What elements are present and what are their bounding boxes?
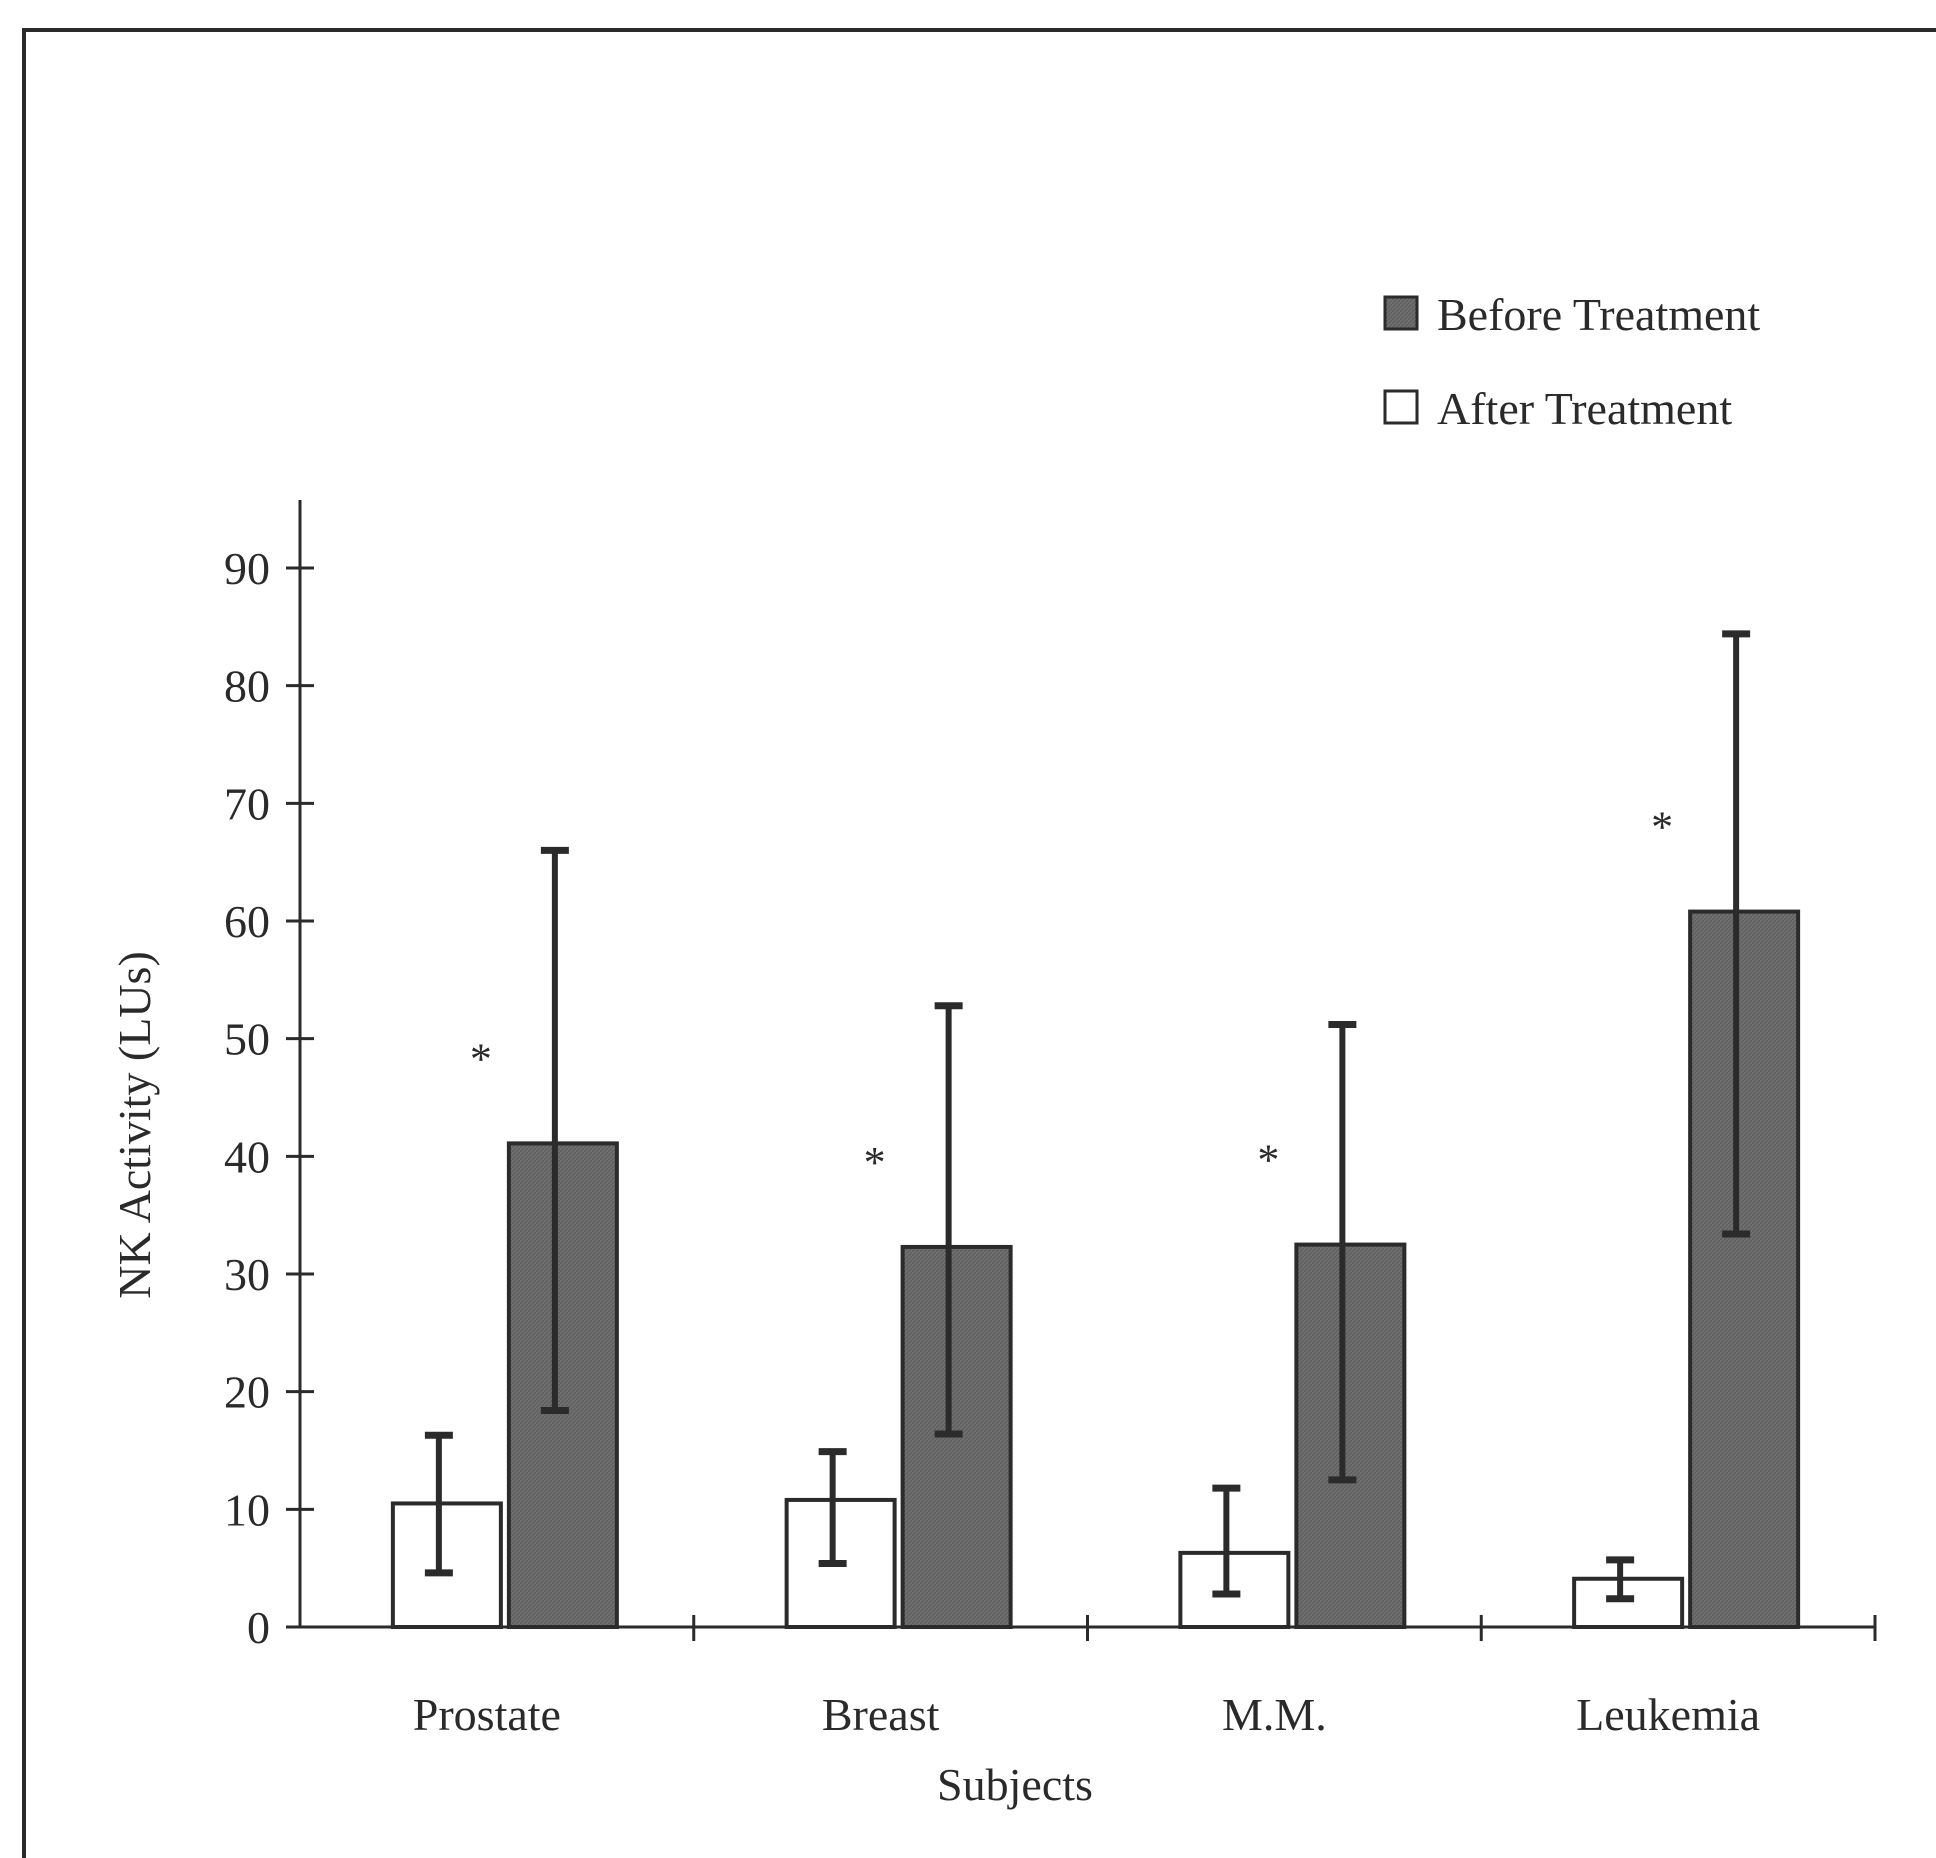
error-bars <box>424 630 1751 1603</box>
chart-frame <box>22 28 1936 1858</box>
legend-label-before: Before Treatment <box>1437 289 1760 340</box>
x-category-label: Breast <box>822 1689 940 1740</box>
y-tick-label: 10 <box>224 1484 270 1535</box>
y-tick-label: 90 <box>224 543 270 594</box>
tick-labels: 0 10 20 30 40 50 60 70 80 90 * Prostate * Breast * M.M.… <box>224 543 1760 1740</box>
y-tick-label: 40 <box>224 1131 270 1182</box>
significance-asterisk: * <box>1651 803 1673 852</box>
bar-before-treatment <box>1294 1242 1407 1630</box>
y-tick-label: 50 <box>224 1014 270 1065</box>
significance-asterisk: * <box>1257 1136 1279 1185</box>
legend: Before Treatment After Treatment <box>1383 289 1760 434</box>
y-tick-label: 0 <box>247 1602 270 1653</box>
legend-swatch-before <box>1383 295 1419 331</box>
bar-after-treatment <box>1178 1550 1291 1629</box>
bar-before-treatment <box>1688 909 1801 1629</box>
y-tick-label: 30 <box>224 1249 270 1300</box>
significance-asterisk: * <box>470 1034 492 1083</box>
bar-before-treatment <box>506 1141 619 1629</box>
y-tick-label: 80 <box>224 661 270 712</box>
y-tick-label: 70 <box>224 778 270 829</box>
y-tick-label: 20 <box>224 1367 270 1418</box>
x-category-label: Leukemia <box>1576 1689 1760 1740</box>
bar-before-treatment <box>900 1244 1013 1629</box>
significance-asterisk: * <box>864 1138 886 1187</box>
x-axis-label: Subjects <box>937 1759 1093 1810</box>
x-category-label: M.M. <box>1222 1689 1327 1740</box>
legend-swatch-after <box>1383 389 1419 425</box>
bar-after-treatment <box>1572 1576 1685 1630</box>
legend-label-after: After Treatment <box>1437 383 1732 434</box>
x-category-label: Prostate <box>413 1689 561 1740</box>
y-axis-label: NK Activity (LUs) <box>109 951 160 1299</box>
y-tick-label: 60 <box>224 896 270 947</box>
bar-after-treatment <box>390 1501 503 1629</box>
bars <box>390 909 1801 1630</box>
